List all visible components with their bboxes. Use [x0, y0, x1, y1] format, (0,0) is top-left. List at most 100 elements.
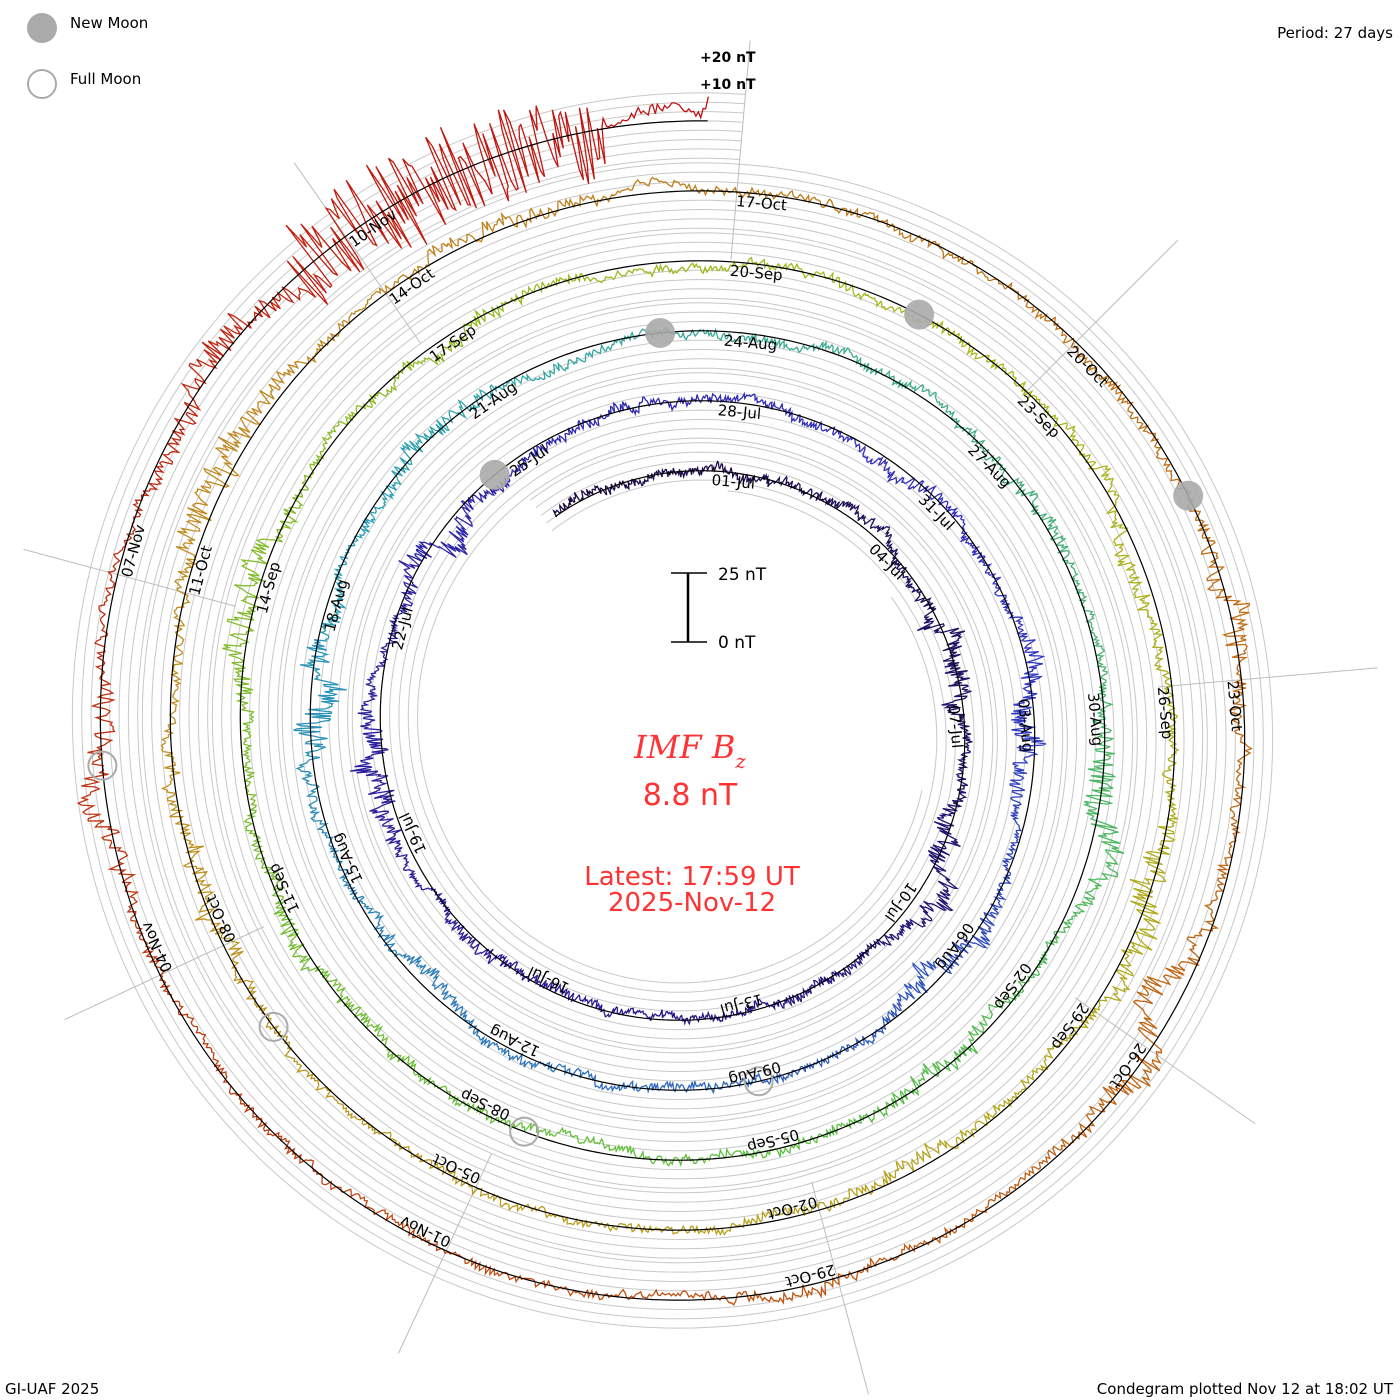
- bz-trace-segment: [427, 221, 485, 258]
- bz-trace-segment: [1161, 751, 1178, 807]
- date-label: 25-Jul: [506, 441, 552, 481]
- bz-trace-segment: [857, 514, 891, 533]
- bz-trace-segment: [979, 884, 1007, 927]
- center-value: 8.8 nT: [643, 778, 738, 813]
- bz-trace-segment: [927, 846, 959, 892]
- bz-trace-segment: [293, 718, 332, 762]
- bz-trace-segment: [1053, 323, 1097, 372]
- bz-trace-segment: [752, 998, 786, 1011]
- bz-trace-segment: [234, 557, 268, 609]
- zero-baseline: [99, 120, 1246, 1301]
- bz-trace-segment: [865, 455, 897, 483]
- bz-trace-segment: [1005, 963, 1042, 1004]
- bz-trace-segment: [681, 1081, 724, 1095]
- bz-trace-segment: [402, 861, 430, 891]
- bz-trace-segment: [579, 484, 608, 502]
- radial-line: [1021, 239, 1179, 397]
- bz-trace-segment: [246, 368, 295, 417]
- bz-trace-segment: [369, 793, 396, 830]
- bz-trace-segment: [1094, 647, 1108, 696]
- bz-trace-segment: [552, 491, 581, 518]
- bz-trace-segment: [655, 1009, 689, 1026]
- bz-trace-segment: [241, 709, 255, 761]
- grid-spiral: [90, 110, 1255, 1311]
- bz-trace-segment: [497, 1195, 552, 1219]
- bz-trace-segment: [591, 999, 624, 1018]
- bz-trace-segment: [829, 500, 860, 518]
- bz-trace-segment: [1120, 908, 1161, 967]
- bz-trace-segment: [250, 512, 299, 559]
- latest-date: 2025-Nov-12: [608, 888, 776, 918]
- bz-trace-segment: [721, 1146, 771, 1160]
- new-moon-icon: [27, 13, 57, 43]
- date-label: 04-Nov: [137, 919, 176, 975]
- date-label: 07-Jul: [945, 704, 967, 749]
- date-label: 30-Aug: [1084, 692, 1107, 747]
- bz-trace-segment: [604, 478, 633, 495]
- bz-trace-segment: [955, 758, 969, 791]
- bz-trace-segment: [923, 1125, 978, 1159]
- bz-trace-segment: [693, 392, 732, 404]
- date-label: 02-Oct: [765, 1193, 819, 1224]
- bz-trace-segment: [393, 951, 437, 977]
- bz-trace-segment: [784, 984, 813, 1007]
- legend-new-moon: New Moon: [70, 14, 148, 32]
- bz-trace-segment: [309, 422, 340, 467]
- full-moon-marker: [258, 1011, 289, 1042]
- bz-trace-segment: [1015, 480, 1051, 521]
- bz-trace-segment: [894, 562, 914, 589]
- bz-trace-segment: [243, 809, 265, 860]
- bz-trace-segment: [598, 1079, 643, 1093]
- bz-trace-segment: [1206, 578, 1250, 640]
- radial-line: [293, 162, 421, 344]
- date-label: 05-Sep: [745, 1125, 801, 1156]
- legend-full-moon: Full Moon: [70, 70, 141, 88]
- new-moon-marker: [479, 459, 510, 490]
- bz-trace-segment: [251, 260, 317, 323]
- bz-trace-segment: [974, 1091, 1020, 1127]
- date-label: 03-Aug: [1014, 698, 1037, 753]
- bz-trace-segment: [1009, 1145, 1061, 1191]
- grid-spiral: [118, 138, 1227, 1283]
- bz-trace-segment: [429, 970, 459, 1008]
- bz-trace-segment: [285, 207, 365, 306]
- bz-trace-segment: [1098, 1055, 1161, 1106]
- bz-trace-segment: [499, 955, 530, 982]
- bz-trace-segment: [919, 889, 954, 922]
- bz-trace-segment: [391, 440, 424, 485]
- bz-trace-segment: [1087, 741, 1117, 789]
- scale-bottom-label: 0 nT: [718, 633, 756, 653]
- bz-trace-segment: [294, 1153, 352, 1194]
- bz-trace-segment: [485, 1111, 535, 1133]
- bz-trace-segment: [192, 867, 221, 926]
- bz-trace-segment: [1082, 787, 1119, 837]
- bz-trace-segment: [1078, 443, 1114, 493]
- bz-trace-segment: [938, 789, 968, 819]
- bz-trace-segment: [1142, 938, 1201, 996]
- bz-trace-segment: [507, 279, 558, 307]
- date-label: 01-Nov: [397, 1212, 453, 1251]
- bz-trace-segment: [286, 332, 340, 374]
- bz-trace-segment: [214, 412, 262, 477]
- bz-trace-segment: [899, 1061, 942, 1101]
- bz-trace-segment: [342, 882, 380, 914]
- bz-trace-segment: [87, 820, 137, 884]
- date-label: 24-Aug: [723, 332, 778, 355]
- bz-trace-segment: [1052, 1010, 1098, 1050]
- bz-trace-segment: [141, 943, 179, 1003]
- bz-trace-segment: [444, 918, 476, 944]
- bz-trace-segment: [1081, 604, 1104, 649]
- bz-trace-segment: [160, 756, 184, 818]
- bz-trace-segment: [960, 518, 981, 556]
- bz-trace-segment: [283, 465, 315, 515]
- bz-trace-segment: [1088, 835, 1125, 887]
- bz-trace-segment: [1197, 519, 1226, 582]
- grid-spiral: [137, 157, 1208, 1264]
- bz-trace-segment: [952, 418, 986, 453]
- bz-trace-segment: [838, 1033, 877, 1055]
- bz-trace-segment: [454, 1005, 486, 1045]
- bz-trace-segment: [802, 488, 834, 506]
- bz-trace-segment: [1018, 1047, 1054, 1093]
- bz-trace-segment: [663, 1224, 722, 1236]
- bz-trace-segment: [666, 96, 710, 120]
